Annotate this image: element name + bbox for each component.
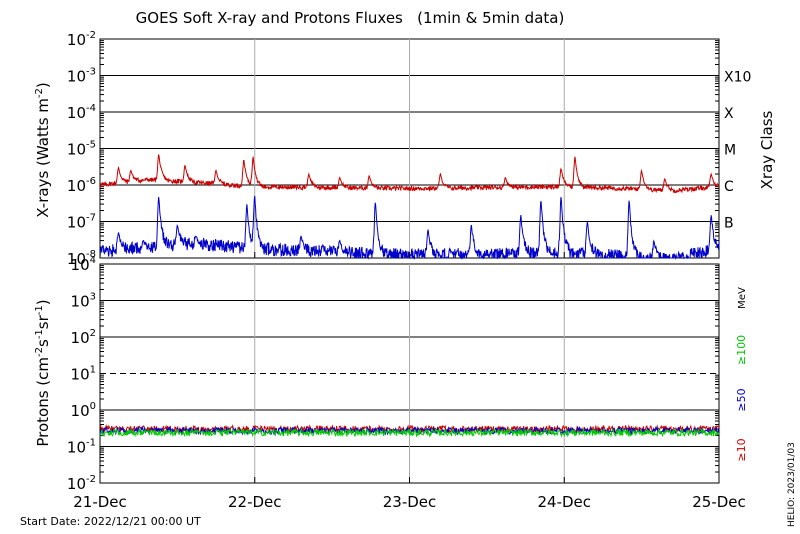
date-tick-label: 21-Dec — [73, 493, 127, 511]
date-tick-label: 25-Dec — [692, 493, 746, 511]
xray-ytick-labels: 10-2 10-3 10-4 10-5 10-6 10-7 10-8 — [67, 30, 96, 268]
xray-day-gridlines — [254, 39, 565, 258]
proton-y-axis-label: Protons (cm-2s-1sr-1) — [34, 299, 52, 446]
xray-ytick-label: 10-8 — [67, 249, 96, 268]
xray-ytick-label: 10-4 — [67, 103, 96, 122]
xray-long-series — [99, 154, 720, 194]
xray-class-axis-label: Xray Class — [758, 110, 776, 189]
proton-series — [99, 427, 720, 438]
xray-gridlines — [100, 40, 719, 248]
proton-ytick-label: 10-1 — [67, 438, 96, 457]
xray-class-label: X — [724, 106, 734, 122]
proton-unit-label: MeV — [737, 287, 748, 309]
xray-class-label: X10 — [724, 70, 751, 86]
xray-ytick-label: 10-6 — [67, 176, 96, 195]
proton-series-group — [99, 423, 720, 438]
xray-panel: 10-2 10-3 10-4 10-5 10-6 10-7 10-8 X10 X M C B X-r… — [34, 30, 776, 268]
xray-ytick-label: 10-2 — [67, 30, 96, 49]
proton-ytick-label: 104 — [71, 255, 96, 274]
xray-class-labels: X10 X M C B — [724, 70, 751, 232]
proton-day-gridlines — [254, 264, 565, 483]
chart-title: GOES Soft X-ray and Protons Fluxes (1min… — [136, 9, 565, 27]
proton-ytick-label: 102 — [71, 328, 96, 347]
xray-ytick-label: 10-3 — [67, 67, 96, 86]
xray-ytick-label: 10-7 — [67, 213, 96, 232]
date-tick-label: 24-Dec — [537, 493, 591, 511]
proton-energy-label: ≥10 — [735, 438, 748, 461]
start-date-label: Start Date: 2022/12/21 00:00 UT — [20, 515, 201, 528]
xray-ytick-label: 10-5 — [67, 140, 96, 159]
xray-class-label: B — [724, 216, 734, 232]
xray-class-label: C — [724, 179, 734, 195]
proton-ytick-label: 10-2 — [67, 474, 96, 493]
xray-y-axis-label: X-rays (Watts m-2) — [34, 82, 52, 217]
xray-class-label: M — [724, 143, 736, 159]
proton-ytick-label: 101 — [71, 365, 96, 384]
helio-stamp: HELIO: 2023/01/03 — [787, 442, 797, 527]
proton-panel: 104 103 102 101 100 10-1 10-2 Protons (cm-2s-1… — [34, 255, 748, 493]
proton-energy-label: ≥100 — [735, 335, 748, 365]
proton-energy-label: ≥50 — [735, 388, 748, 411]
proton-ytick-labels: 104 103 102 101 100 10-1 10-2 — [67, 255, 96, 493]
proton-energy-labels: ≥100 ≥50 ≥10 — [735, 335, 748, 462]
date-tick-labels: 21-Dec 22-Dec 23-Dec 24-Dec 25-Dec — [73, 252, 746, 511]
proton-ytick-label: 103 — [71, 292, 96, 311]
date-tick-label: 22-Dec — [228, 493, 282, 511]
date-tick-label: 23-Dec — [383, 493, 437, 511]
proton-ytick-label: 100 — [71, 401, 96, 420]
